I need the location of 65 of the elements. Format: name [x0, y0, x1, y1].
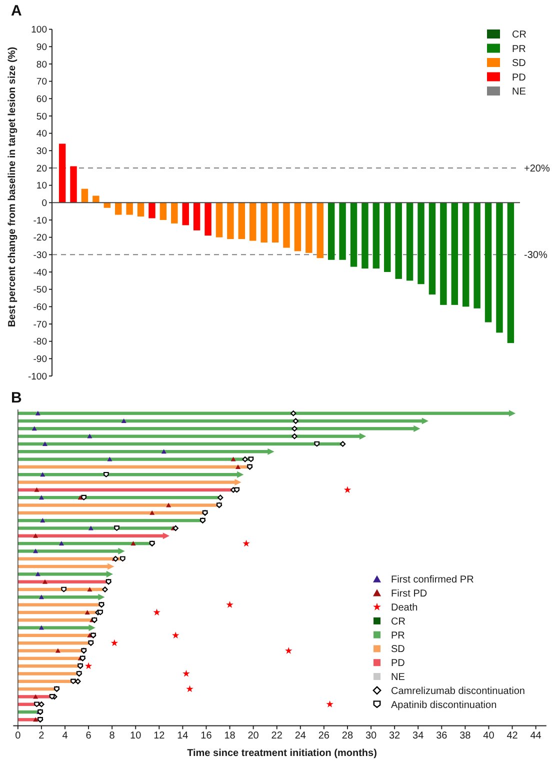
y-tick-label: -90	[33, 354, 47, 365]
x-tick-label: 40	[483, 730, 495, 742]
chart-title: B	[11, 390, 22, 407]
y-tick-label: -100	[28, 371, 47, 382]
y-tick-label: 50	[36, 111, 47, 122]
legend-label: NE	[512, 86, 526, 98]
y-tick-label: 90	[36, 42, 47, 53]
legend-label: CR	[391, 616, 406, 628]
x-tick-label: 10	[130, 730, 142, 742]
x-tick-label: 0	[15, 730, 22, 742]
y-tick-label: -20	[33, 232, 47, 244]
legend-label: PD	[512, 72, 526, 84]
y-tick-label: 30	[36, 146, 47, 157]
y-tick-label: 0	[42, 198, 47, 209]
legend-label: PR	[391, 630, 405, 642]
y-tick-label: 100	[31, 24, 47, 36]
x-tick-label: 8	[109, 730, 116, 742]
ref-line-label: -30%	[524, 250, 548, 262]
x-tick-label: 4	[62, 730, 68, 742]
legend-label: PR	[512, 44, 526, 55]
legend-label: SD	[391, 644, 405, 656]
legend-label: Camrelizumab discontinuation	[391, 686, 525, 697]
y-tick-label: -40	[33, 267, 47, 278]
x-tick-label: 2	[38, 730, 45, 742]
y-tick-label: -30	[33, 250, 47, 261]
y-tick-label: 40	[36, 128, 47, 140]
y-tick-label: 20	[36, 163, 47, 174]
legend-label: Death	[391, 602, 418, 614]
x-tick-label: 36	[436, 730, 448, 742]
y-tick-label: 80	[36, 59, 47, 70]
y-tick-label: -60	[33, 302, 47, 313]
ref-line-label: +20%	[524, 163, 550, 174]
x-tick-label: 32	[389, 730, 401, 742]
legend-label: CR	[512, 30, 526, 40]
legend-label: SD	[512, 58, 526, 69]
y-axis-title: Best percent change from baseline in target lesion size (%)	[7, 46, 18, 328]
y-tick-label: 60	[36, 94, 47, 105]
y-tick-label: -50	[33, 284, 47, 296]
y-tick-label: -70	[33, 319, 47, 330]
y-tick-label: -10	[33, 215, 47, 226]
x-tick-label: 14	[177, 730, 189, 742]
y-tick-label: 70	[36, 76, 47, 88]
x-tick-label: 42	[506, 730, 518, 742]
legend-label: PD	[391, 658, 405, 670]
x-tick-label: 16	[200, 730, 212, 742]
legend-label: NE	[391, 672, 406, 683]
chart-title: A	[11, 2, 22, 20]
y-tick-label: -80	[33, 336, 47, 348]
x-tick-label: 20	[248, 730, 260, 742]
y-tick-label: 10	[36, 180, 47, 192]
x-axis-title: Time since treatment initiation (months)	[187, 748, 377, 759]
x-tick-label: 38	[460, 730, 472, 742]
x-tick-label: 34	[412, 730, 424, 742]
x-tick-label: 12	[154, 730, 166, 742]
x-tick-label: 44	[530, 730, 542, 742]
legend-label: Apatinib discontinuation	[391, 700, 497, 711]
x-tick-label: 28	[342, 730, 354, 742]
legend-label: First confirmed PR	[391, 574, 474, 586]
x-tick-label: 30	[365, 730, 378, 742]
x-tick-label: 26	[318, 730, 330, 742]
x-tick-label: 22	[271, 730, 283, 742]
x-tick-label: 18	[224, 730, 236, 742]
x-tick-label: 24	[294, 730, 306, 742]
legend-label: First PD	[391, 588, 428, 600]
x-tick-label: 6	[86, 730, 92, 742]
